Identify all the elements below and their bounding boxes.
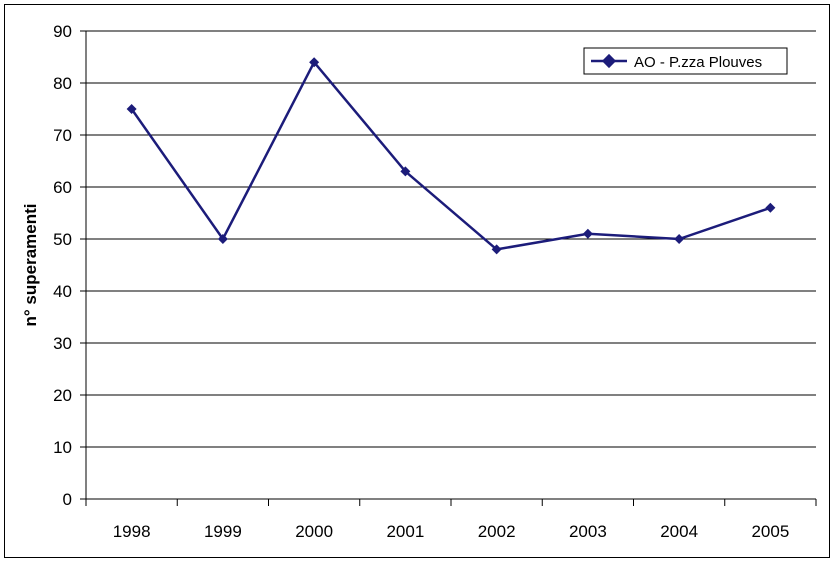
y-tick-label-40: 40: [53, 282, 72, 301]
x-tick-label-2001: 2001: [386, 522, 424, 541]
x-tick-label-2003: 2003: [569, 522, 607, 541]
y-tick-label-30: 30: [53, 334, 72, 353]
chart-frame: [4, 4, 830, 558]
y-tick-label-10: 10: [53, 438, 72, 457]
y-tick-label-60: 60: [53, 178, 72, 197]
data-point-2003: [582, 228, 593, 239]
data-point-2002: [491, 244, 502, 255]
x-tick-label-2004: 2004: [660, 522, 698, 541]
series-layer: [126, 57, 776, 255]
data-point-1998: [126, 104, 137, 114]
y-tick-label-20: 20: [53, 386, 72, 405]
x-tick-label-1998: 1998: [113, 522, 151, 541]
y-tick-label-80: 80: [53, 74, 72, 93]
x-tick-label-2005: 2005: [751, 522, 789, 541]
data-point-2001: [400, 166, 411, 177]
x-tick-label-1999: 1999: [204, 522, 242, 541]
gridlines: [86, 30, 816, 448]
legend: AO - P.zza Plouves: [583, 47, 788, 75]
data-point-2004: [674, 234, 685, 244]
y-tick-label-90: 90: [53, 22, 72, 41]
axes: 0 10 20 30 40 50 60 70 80 90 1998 1999 2000 2001 2002 2…: [53, 22, 817, 541]
y-tick-label-50: 50: [53, 230, 72, 249]
data-point-2000: [309, 57, 320, 68]
y-tick-label-0: 0: [63, 490, 72, 509]
x-tick-label-2000: 2000: [295, 522, 333, 541]
legend-label-ao-pzza-plouves: AO - P.zza Plouves: [634, 54, 762, 71]
data-point-1999: [217, 234, 228, 244]
y-tick-label-70: 70: [53, 126, 72, 145]
legend-marker: [601, 53, 617, 69]
data-point-2005: [765, 202, 776, 213]
y-axis-title: n° superamenti: [21, 204, 40, 327]
x-tick-label-2002: 2002: [478, 522, 516, 541]
series-line-0: [130, 59, 771, 251]
